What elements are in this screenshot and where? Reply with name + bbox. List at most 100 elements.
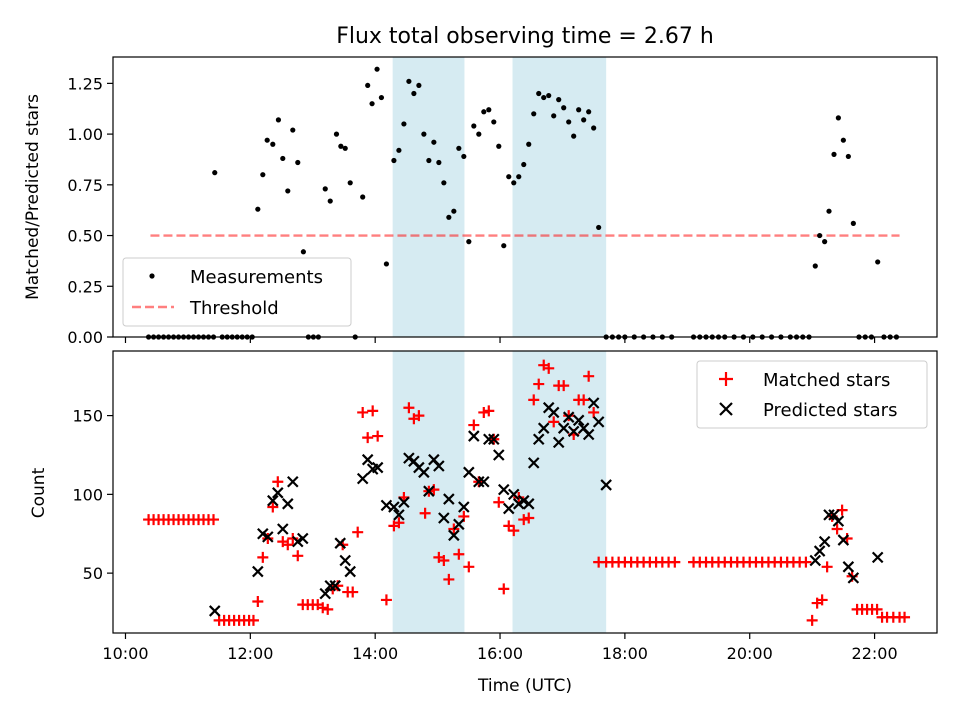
predicted-star-point (453, 518, 465, 531)
predicted-star-point (458, 501, 470, 513)
measurement-point (347, 180, 353, 186)
measurement-point (831, 151, 837, 157)
count-points (143, 359, 911, 626)
predicted-star-point (262, 531, 274, 543)
matched-star-point (393, 517, 405, 529)
predicted-star-point (398, 496, 410, 509)
matched-star-point (272, 476, 284, 488)
matched-star-point (871, 603, 883, 615)
measurement-point (531, 111, 537, 117)
matched-star-point (443, 573, 455, 585)
measurement-point (270, 141, 276, 147)
predicted-star-point (267, 494, 279, 507)
measurement-point (511, 180, 517, 186)
measurement-point (275, 117, 282, 123)
predicted-star-point (356, 472, 369, 485)
bottom-legend-box (696, 360, 928, 429)
matched-star-point (478, 406, 490, 418)
chart-title: Flux total observing time = 2.67 h (336, 24, 714, 49)
measurement-point (300, 249, 306, 255)
predicted-star-point (478, 475, 490, 488)
matched-star-point (523, 512, 535, 524)
measurement-point (812, 263, 818, 269)
matched-star-point (816, 594, 828, 606)
predicted-star-point (813, 545, 826, 557)
predicted-star-point (282, 498, 294, 510)
measurement-point (333, 131, 340, 137)
matched-star-point (362, 432, 374, 444)
measurement-point (327, 198, 333, 204)
x-tick-label: 16:00 (477, 644, 523, 663)
predicted-star-point (842, 561, 855, 573)
measurement-point (596, 224, 602, 231)
x-tick-label: 14:00 (352, 644, 398, 663)
matched-star-point (463, 561, 475, 573)
measurement-point (506, 174, 512, 180)
matched-star-point (357, 406, 369, 418)
matched-star-point (558, 380, 570, 392)
measurement-point (561, 105, 567, 111)
predicted-star-point (592, 416, 605, 428)
measurement-point (845, 153, 851, 160)
y-tick-label: 100 (72, 485, 103, 504)
predicted-star-point (552, 436, 565, 449)
matched-star-point (588, 406, 600, 418)
measurement-point (840, 137, 846, 143)
matched-star-point (508, 525, 520, 537)
predicted-star-point (344, 565, 356, 578)
bottom-y-axis-label: Count (29, 467, 49, 518)
matched-star-point (563, 410, 575, 422)
predicted-star-point (468, 430, 480, 442)
matched-star-point (583, 370, 595, 382)
y-tick-label: 0.00 (67, 328, 103, 347)
y-tick-label: 150 (72, 407, 103, 426)
predicted-star-point (438, 512, 450, 524)
measurement-point (431, 139, 437, 145)
bottom-shaded-interval (512, 351, 607, 633)
matched-star-point (453, 548, 465, 560)
top-y-axis-label: Matched/Predicted stars (23, 94, 43, 300)
predicted-star-point (252, 565, 264, 578)
measurement-point (521, 161, 527, 168)
measurement-point (486, 107, 492, 113)
predicted-star-point (567, 425, 580, 438)
predicted-star-point (208, 605, 221, 617)
predicted-star-point (371, 461, 384, 474)
measurement-point (822, 239, 828, 245)
measurement-point (466, 239, 472, 245)
measurement-point (461, 153, 467, 160)
top-x-ticks (124, 337, 876, 343)
predicted-star-point (527, 457, 540, 469)
matched-star-point (438, 555, 450, 567)
matched-star-point (821, 561, 833, 573)
predicted-star-point (433, 460, 445, 472)
predicted-star-point (393, 509, 405, 521)
matched-star-point (317, 602, 329, 614)
measurement-point (290, 127, 296, 133)
measurement-point (396, 147, 402, 153)
legend-measurements-marker (149, 273, 155, 279)
matched-star-point (899, 611, 911, 623)
measurement-point (436, 159, 442, 166)
x-tick-label: 12:00 (227, 644, 273, 663)
predicted-star-point (296, 532, 309, 545)
predicted-star-point (522, 498, 535, 510)
predicted-star-point (388, 501, 400, 513)
measurement-point (441, 180, 447, 186)
matched-star-point (578, 394, 590, 406)
measurement-point (556, 97, 562, 103)
top-panel: 0.00 0.25 0.50 0.75 1.00 1.25 Matched/Predict… (23, 56, 938, 347)
y-tick-label: 0.50 (67, 227, 103, 246)
matched-star-point (513, 492, 525, 504)
bottom-y-ticks: 50 100 150 (72, 407, 113, 583)
measurement-point (586, 109, 592, 115)
measurement-point (411, 90, 417, 97)
predicted-star-point (823, 509, 835, 521)
measurement-point (835, 115, 841, 121)
predicted-star-point (287, 475, 299, 488)
measurement-point (391, 157, 397, 164)
top-shaded-intervals (392, 57, 607, 337)
measurement-point (401, 121, 407, 127)
measurement-point (546, 92, 552, 99)
measurement-point (322, 186, 328, 192)
